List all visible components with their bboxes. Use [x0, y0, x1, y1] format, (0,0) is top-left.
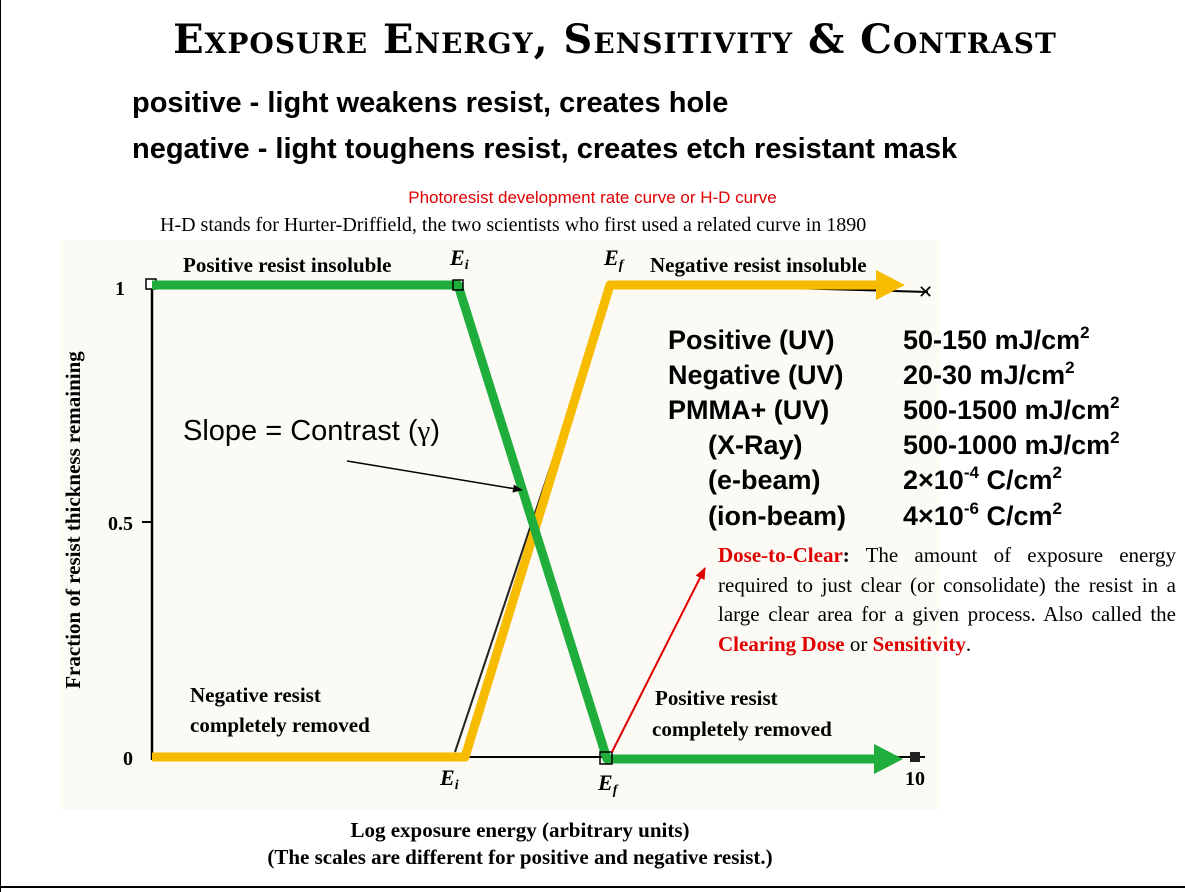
sens-name-ionbeam: (ion-beam)	[708, 501, 846, 531]
negative-resist-curve	[152, 280, 880, 762]
hd-note: H-D stands for Hurter-Driffield, the two…	[160, 214, 867, 236]
clearing-dose-term: Clearing Dose	[718, 631, 845, 656]
x-axis-label: Log exposure energy (arbitrary units) (T…	[0, 817, 1040, 871]
y-tick-half-label: 0.5	[108, 513, 133, 535]
slope-arrow	[346, 460, 523, 493]
dose-to-clear-definition: Dose-to-Clear: The amount of exposure en…	[718, 541, 1176, 659]
ei-bottom-label: Ei	[439, 765, 459, 793]
positive-removed-label-2: completely removed	[652, 717, 832, 741]
ei-top-label: Ei	[449, 245, 469, 273]
positive-resist-curve	[152, 280, 878, 764]
ei-top-marker	[452, 279, 464, 291]
dose-to-clear-text-2: or	[844, 631, 873, 656]
x-tick-10: 10	[905, 768, 925, 790]
slope-label: Slope = Contrast (γ)	[183, 415, 440, 447]
negative-resist-arrowhead	[876, 270, 905, 300]
sens-value-positive-uv: 50-150 mJ/cm2	[903, 323, 1090, 355]
dose-to-clear-colon: :	[842, 543, 850, 567]
ef-bottom-marker	[599, 751, 613, 765]
dose-to-clear-text-3: .	[965, 631, 972, 656]
sens-value-negative-uv: 20-30 mJ/cm2	[903, 358, 1075, 390]
y-tick-0: 0	[123, 748, 133, 770]
negative-insoluble-label: Negative resist insoluble	[650, 253, 867, 277]
bullet-negative: negative - light toughens resist, create…	[132, 133, 958, 165]
positive-insoluble-label: Positive resist insoluble	[183, 253, 391, 277]
negative-removed-label-1: Negative resist	[190, 683, 321, 707]
sens-name-xray: (X-Ray)	[708, 430, 803, 460]
slide-frame-left	[0, 0, 1, 892]
x-end-mark: ✕	[918, 282, 933, 302]
bullet-positive: positive - light weakens resist, creates…	[132, 87, 729, 119]
x-end-marker	[910, 752, 920, 762]
y-axis-label: Fraction of resist thickness remaining	[61, 351, 85, 689]
y-tick-1: 1	[115, 278, 125, 300]
dose-to-clear-text-1: The amount of exposure energy required t…	[718, 543, 1176, 626]
sens-value-xray: 500-1000 mJ/cm2	[903, 428, 1120, 460]
dose-to-clear-term: Dose-to-Clear	[718, 543, 843, 567]
dose-to-clear-arrow	[611, 567, 706, 753]
sens-value-ionbeam: 4×10-6 C/cm2	[903, 499, 1062, 531]
x-axis-label-line-2: (The scales are different for positive a…	[267, 845, 773, 869]
ef-top-label: Ef	[603, 245, 625, 273]
negative-removed-label-2: completely removed	[190, 713, 370, 737]
sens-name-pmma-uv: PMMA+ (UV)	[668, 395, 829, 425]
sensitivity-term: Sensitivity	[872, 631, 966, 656]
positive-removed-label-1: Positive resist	[655, 686, 778, 710]
x-axis-label-line-1: Log exposure energy (arbitrary units)	[350, 818, 690, 842]
slide-frame-bottom	[0, 886, 1185, 888]
sens-name-ebeam: (e-beam)	[708, 465, 821, 495]
sens-value-ebeam: 2×10-4 C/cm2	[903, 463, 1062, 495]
slide-title: Exposure Energy, Sensitivity & Contrast	[173, 16, 1057, 63]
positive-resist-arrowhead	[874, 744, 903, 774]
curve-title: Photoresist development rate curve or H-…	[408, 188, 777, 207]
sensitivity-table: Positive (UV) 50-150 mJ/cm2 Negative (UV…	[668, 323, 1120, 531]
sens-name-positive-uv: Positive (UV)	[668, 325, 835, 355]
sens-name-negative-uv: Negative (UV)	[668, 360, 844, 390]
sens-value-pmma-uv: 500-1500 mJ/cm2	[903, 393, 1120, 425]
ef-bottom-label: Ef	[597, 770, 619, 798]
scan-background	[60, 240, 940, 810]
